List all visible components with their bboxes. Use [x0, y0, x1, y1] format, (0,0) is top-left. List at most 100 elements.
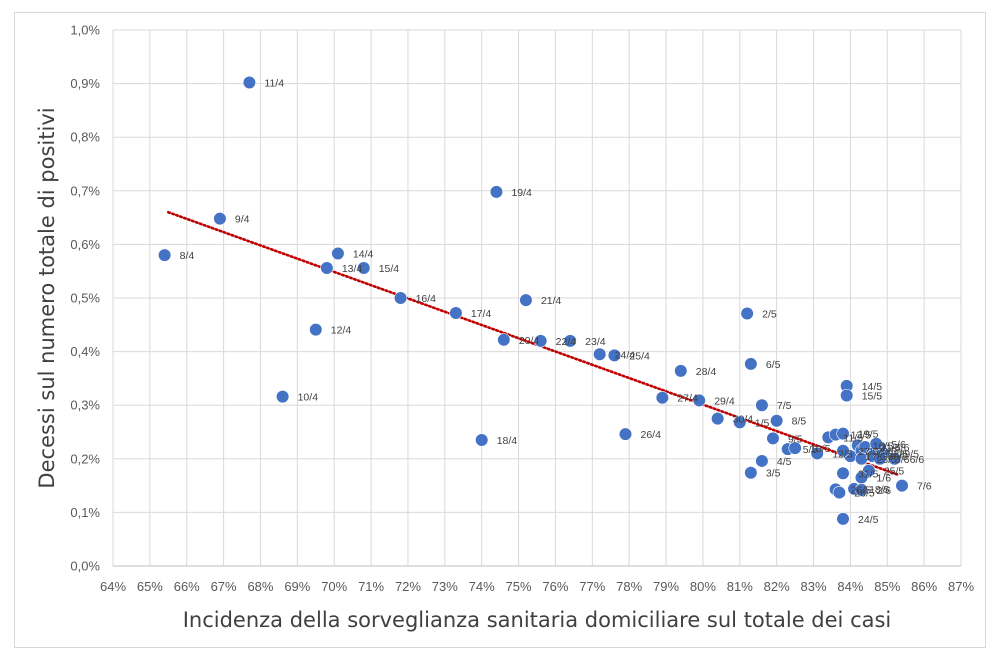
- point-label: 15/4: [379, 263, 400, 275]
- point-label: 9/4: [235, 214, 250, 226]
- y-tick-label: 0,3%: [70, 398, 100, 413]
- y-tick-label: 0,6%: [70, 237, 100, 252]
- point-label: 22/4: [556, 336, 577, 348]
- data-point: [158, 248, 172, 262]
- data-point: [534, 334, 548, 348]
- data-point: [836, 512, 850, 526]
- data-point: [895, 479, 909, 493]
- data-point: [674, 364, 688, 378]
- x-tick-label: 76%: [542, 579, 568, 594]
- data-point: [593, 347, 607, 361]
- point-label: 22/5: [888, 448, 909, 460]
- data-point: [213, 212, 227, 226]
- data-point: [331, 246, 345, 261]
- data-point: [854, 483, 869, 497]
- point-label: 20/5: [876, 446, 897, 458]
- point-label: 24/5: [858, 514, 879, 526]
- data-point: [711, 412, 725, 426]
- point-label: 13/4: [342, 263, 363, 275]
- x-tick-label: 80%: [690, 579, 716, 594]
- y-axis-title: Decessi sul numero totale di positivi: [35, 107, 59, 488]
- x-tick-label: 78%: [616, 579, 642, 594]
- data-point: [475, 433, 489, 447]
- data-point: [740, 306, 754, 321]
- point-label: 18/4: [497, 435, 518, 447]
- point-label: 14/5: [862, 381, 883, 393]
- point-label: 1/6: [876, 473, 891, 485]
- x-tick-label: 81%: [727, 579, 753, 594]
- point-label: 23/4: [585, 336, 606, 348]
- x-tick-label: 71%: [358, 579, 384, 594]
- point-label: 1/5: [755, 417, 770, 429]
- point-label: 5/6: [891, 439, 906, 451]
- y-tick-label: 0,9%: [70, 76, 100, 91]
- data-point: [393, 291, 408, 305]
- y-tick-label: 0,0%: [70, 559, 100, 574]
- point-label: 26/5: [851, 484, 872, 496]
- point-label: 16/4: [416, 293, 437, 305]
- x-tick-label: 86%: [911, 579, 937, 594]
- point-label: 13/5: [851, 430, 872, 442]
- data-point: [320, 261, 334, 275]
- data-point: [276, 390, 290, 404]
- x-tick-label: 70%: [321, 579, 347, 594]
- x-tick-label: 87%: [948, 579, 974, 594]
- scatter-chart: 64% 65% 66% 67% 68% 69% 70% 71% 72% 73% 74% 75% 76% 7…: [35, 23, 974, 633]
- point-labels: 8/4 9/4 10/4 11/4 12/4 13/4 14/4 15/4 16/4 17/4 18…: [180, 78, 932, 526]
- point-label: 21/5: [880, 442, 901, 454]
- x-tick-label: 67%: [211, 579, 237, 594]
- data-point: [563, 334, 577, 348]
- data-point: [618, 427, 633, 441]
- x-tick-label: 69%: [284, 579, 310, 594]
- data-point: [766, 431, 780, 446]
- x-tick-label: 73%: [432, 579, 458, 594]
- point-label: 12/5: [832, 448, 853, 460]
- y-tick-label: 1,0%: [70, 23, 100, 38]
- data-points: [158, 75, 909, 526]
- data-point: [692, 393, 706, 407]
- point-label: 11/4: [264, 78, 284, 90]
- data-point: [489, 185, 504, 199]
- x-tick-label: 64%: [100, 579, 126, 594]
- x-tick-label: 74%: [469, 579, 495, 594]
- point-label: 5/5: [803, 444, 818, 456]
- point-label: 25/5: [884, 466, 905, 478]
- x-tick-label: 72%: [395, 579, 421, 594]
- trendline: [167, 210, 900, 477]
- point-label: 16/5: [873, 440, 894, 452]
- data-point: [755, 398, 769, 412]
- x-tick-label: 79%: [653, 579, 679, 594]
- point-label: 15/5: [862, 391, 883, 403]
- y-tick-label: 0,4%: [70, 344, 100, 359]
- y-tick-label: 0,1%: [70, 505, 100, 520]
- point-label: 28/5: [854, 488, 875, 500]
- point-label: 24/4: [615, 349, 636, 361]
- point-label: 12/4: [331, 325, 352, 337]
- point-label: 26/4: [640, 429, 661, 441]
- x-tick-label: 77%: [579, 579, 605, 594]
- point-label: 9/5: [788, 433, 803, 445]
- point-label: 7/6: [917, 481, 932, 493]
- point-label: 11/5: [843, 432, 863, 444]
- point-label: 14/4: [353, 249, 374, 261]
- data-point: [770, 414, 784, 428]
- x-tick-label: 75%: [506, 579, 532, 594]
- data-point: [733, 415, 747, 429]
- point-label: 6/5: [766, 359, 781, 371]
- point-label: 3/6: [895, 454, 910, 466]
- point-label: 2/6: [876, 485, 891, 497]
- x-tick-label: 82%: [764, 579, 790, 594]
- point-label: 21/4: [541, 295, 562, 307]
- point-label: 19/5: [858, 429, 879, 441]
- point-label: 23/5: [876, 454, 897, 466]
- data-point: [519, 293, 533, 307]
- point-label: 8/4: [180, 250, 195, 262]
- tick-labels: 64% 65% 66% 67% 68% 69% 70% 71% 72% 73% 74% 75% 76% 7…: [70, 23, 974, 595]
- point-label: 3/5: [766, 468, 781, 480]
- data-point: [755, 454, 769, 468]
- x-tick-label: 83%: [801, 579, 827, 594]
- point-label: 10/5: [810, 443, 831, 455]
- data-point: [309, 323, 323, 337]
- x-axis-title: Incidenza della sorveglianza sanitaria d…: [183, 608, 892, 632]
- x-tick-label: 66%: [174, 579, 200, 594]
